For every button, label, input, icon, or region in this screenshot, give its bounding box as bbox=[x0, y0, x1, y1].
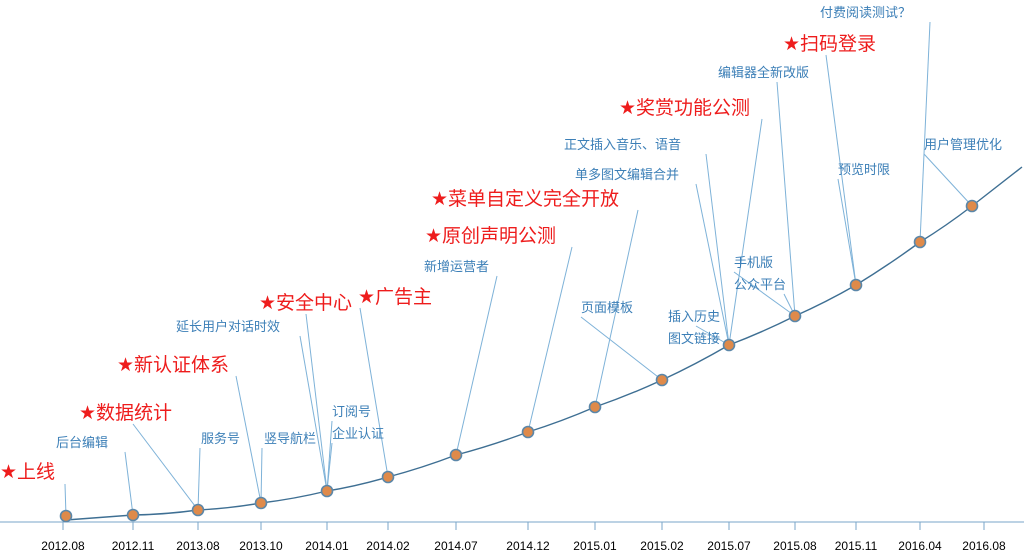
note-label: 延长用户对话时效 bbox=[176, 319, 280, 335]
milestone-label: ★新认证体系 bbox=[117, 354, 229, 376]
growth-curve bbox=[65, 166, 1023, 521]
milestone-label: ★上线 bbox=[0, 461, 55, 483]
note-label: 插入历史 bbox=[668, 310, 720, 325]
x-tick-label: 2013.10 bbox=[239, 539, 283, 553]
note-label: 编辑器全新改版 bbox=[718, 65, 809, 81]
x-tick-label: 2015.02 bbox=[640, 539, 684, 553]
annotation-leader bbox=[594, 209, 639, 408]
annotation-leader bbox=[455, 275, 498, 456]
data-point bbox=[849, 278, 863, 292]
x-tick-label: 2012.08 bbox=[41, 539, 85, 553]
annotation-leader bbox=[132, 423, 199, 511]
note-label: 公众平台 bbox=[734, 278, 786, 293]
note-label: 服务号 bbox=[201, 431, 240, 447]
annotation-leader bbox=[923, 153, 973, 207]
data-point bbox=[655, 373, 669, 387]
x-tick-label: 2015.07 bbox=[707, 539, 751, 553]
milestone-label: ★奖赏功能公测 bbox=[619, 97, 750, 119]
milestone-label: ★菜单自定义完全开放 bbox=[431, 188, 619, 210]
note-label: 付费阅读测试？ bbox=[820, 6, 911, 21]
annotation-leader bbox=[305, 313, 328, 492]
annotation-leader bbox=[235, 375, 262, 504]
note-label: 图文链接 bbox=[668, 331, 720, 347]
x-tick-label: 2016.08 bbox=[962, 539, 1006, 553]
note-label: 正文插入音乐、语音 bbox=[564, 137, 681, 153]
data-point bbox=[320, 484, 334, 498]
data-point bbox=[588, 400, 602, 414]
x-tick-label: 2014.02 bbox=[366, 539, 410, 553]
annotation-leader bbox=[695, 325, 730, 346]
annotation-leader bbox=[733, 271, 796, 317]
x-tick-label: 2014.07 bbox=[434, 539, 478, 553]
annotation-leader bbox=[527, 246, 573, 433]
note-label: 单多图文编辑合并 bbox=[575, 167, 679, 183]
x-tick-label: 2015.01 bbox=[573, 539, 617, 553]
milestone-label: ★广告主 bbox=[358, 286, 432, 308]
milestone-label: ★安全中心 bbox=[259, 292, 352, 314]
data-point bbox=[521, 425, 535, 439]
milestone-label: ★原创声明公测 bbox=[425, 225, 556, 247]
milestone-label: ★数据统计 bbox=[79, 402, 172, 424]
milestone-label: ★扫码登录 bbox=[783, 33, 876, 55]
x-tick-label: 2012.11 bbox=[112, 539, 155, 553]
x-tick-label: 2016.04 bbox=[898, 539, 942, 553]
annotation-leader bbox=[705, 153, 730, 346]
data-point bbox=[126, 508, 140, 522]
x-tick-label: 2015.08 bbox=[773, 539, 817, 553]
note-label: 企业认证 bbox=[332, 426, 384, 442]
data-point bbox=[449, 448, 463, 462]
note-label: 订阅号 bbox=[332, 405, 371, 420]
annotation-leader bbox=[825, 54, 857, 286]
annotation-leader bbox=[299, 335, 328, 492]
data-point bbox=[59, 509, 73, 523]
note-label: 预览时限 bbox=[838, 162, 890, 178]
note-label: 手机版 bbox=[734, 256, 773, 271]
data-point bbox=[965, 199, 979, 213]
note-label: 新增运营者 bbox=[424, 259, 489, 275]
x-tick-label: 2015.11 bbox=[835, 539, 878, 553]
annotation-leader bbox=[260, 447, 263, 504]
annotation-leader bbox=[124, 451, 134, 516]
annotation-leader bbox=[359, 307, 389, 478]
note-label: 后台编辑 bbox=[56, 436, 108, 451]
data-point bbox=[788, 309, 802, 323]
data-points bbox=[59, 199, 979, 523]
data-point bbox=[191, 503, 205, 517]
annotation-leader bbox=[197, 447, 201, 511]
x-axis-ticks: 2012.08 2012.11 2013.08 2013.10 2014.01 2014.… bbox=[41, 522, 1006, 553]
note-label: 页面模板 bbox=[581, 301, 633, 316]
annotation-leader bbox=[326, 442, 333, 492]
x-tick-label: 2014.01 bbox=[305, 539, 349, 553]
annotation-leader bbox=[695, 183, 730, 346]
data-point bbox=[254, 496, 268, 510]
data-point bbox=[722, 338, 736, 352]
data-point bbox=[381, 470, 395, 484]
x-tick-label: 2013.08 bbox=[176, 539, 220, 553]
annotation-leader bbox=[919, 21, 931, 243]
x-tick-label: 2014.12 bbox=[506, 539, 550, 553]
note-label: 竖导航栏 bbox=[264, 431, 316, 447]
annotation-leader bbox=[837, 178, 857, 286]
annotation-leader bbox=[776, 81, 796, 317]
annotation-leader bbox=[580, 316, 663, 381]
note-label: 用户管理优化 bbox=[924, 137, 1002, 153]
data-point bbox=[913, 235, 927, 249]
annotation-leader bbox=[728, 118, 763, 346]
